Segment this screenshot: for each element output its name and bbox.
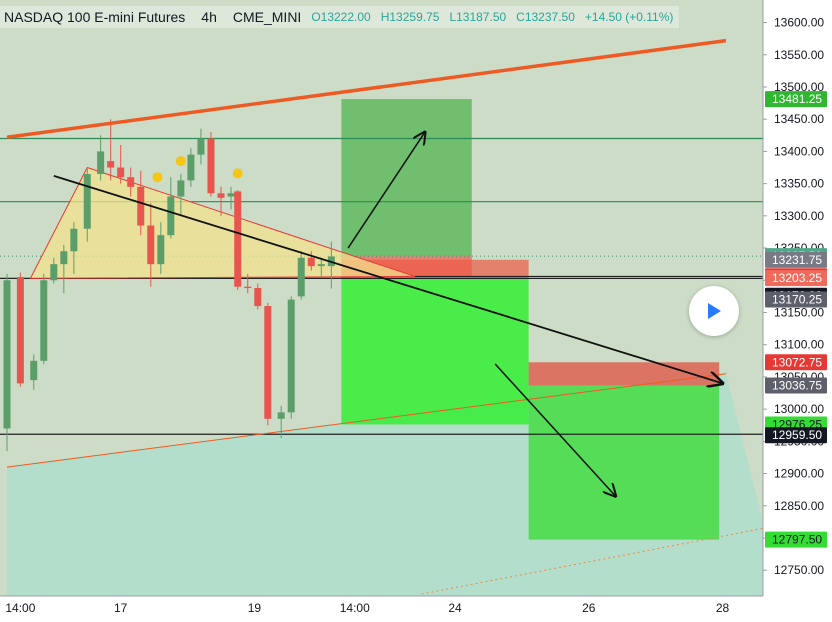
candle-body[interactable] — [297, 257, 305, 297]
y-tick-label: 13400.00 — [774, 144, 824, 158]
y-tick-label: 13550.00 — [774, 48, 824, 62]
price-tag[interactable] — [765, 354, 827, 371]
price-tag-label: 13170.25 — [772, 292, 822, 306]
price-tag-label: 13203.25 — [772, 271, 822, 285]
y-tick-label: 13600.00 — [774, 16, 824, 30]
candle-body[interactable] — [16, 277, 24, 384]
candle-body[interactable] — [107, 161, 115, 168]
ohlc-open: O13222.00 — [311, 10, 371, 24]
candle-body[interactable] — [287, 299, 295, 413]
x-tick-label: 24 — [448, 601, 462, 615]
y-tick-label: 13500.00 — [774, 80, 824, 94]
projection-arrow[interactable] — [347, 132, 425, 249]
candle-body[interactable] — [117, 167, 125, 178]
candle-body[interactable] — [60, 251, 68, 265]
candle-body[interactable] — [317, 264, 325, 267]
position-zone[interactable] — [341, 278, 529, 425]
candle-body[interactable] — [277, 412, 285, 419]
y-tick-label: 13450.00 — [774, 112, 824, 126]
x-tick-label: 28 — [716, 601, 730, 615]
timeframe-label[interactable]: 4h — [201, 9, 217, 25]
play-icon — [708, 303, 721, 319]
signal-dot — [152, 172, 163, 183]
candle-body[interactable] — [83, 173, 91, 229]
candle-body[interactable] — [40, 280, 48, 361]
play-button[interactable] — [689, 286, 739, 336]
trend-line[interactable] — [6, 38, 727, 139]
candle-body[interactable] — [177, 180, 185, 197]
signal-dot — [175, 156, 186, 167]
y-tick-label: 13300.00 — [774, 209, 824, 223]
price-tag-label: 12959.50 — [772, 428, 822, 442]
candle-body[interactable] — [50, 264, 58, 281]
candle-body[interactable] — [264, 306, 272, 419]
price-tag[interactable] — [765, 531, 827, 548]
candle-body[interactable] — [187, 154, 195, 181]
candle-body[interactable] — [207, 138, 215, 194]
candle-body[interactable] — [254, 288, 262, 307]
candle-body[interactable] — [127, 177, 135, 187]
price-tag-label: 13036.75 — [772, 378, 822, 392]
y-tick-label: 12850.00 — [774, 499, 824, 513]
time-axis-background — [0, 596, 832, 622]
candle-body[interactable] — [70, 228, 78, 252]
candle-body[interactable] — [234, 191, 242, 287]
x-tick-label: 14:00 — [340, 601, 370, 615]
x-tick-label: 14:00 — [5, 601, 35, 615]
ohlc-change: +14.50 (+0.11%) — [584, 10, 674, 24]
position-zone[interactable] — [528, 385, 720, 540]
price-tag[interactable] — [765, 377, 827, 394]
candle-body[interactable] — [147, 225, 155, 265]
x-tick-label: 26 — [582, 601, 596, 615]
projection-arrow[interactable] — [494, 363, 615, 496]
price-tag-label: 13072.75 — [772, 355, 822, 369]
symbol-name[interactable]: NASDAQ 100 E-mini Futures — [4, 9, 186, 25]
candle-body[interactable] — [244, 286, 252, 289]
price-tag-label: 13481.25 — [772, 92, 822, 106]
price-tag[interactable] — [765, 291, 827, 308]
y-tick-label: 13350.00 — [774, 177, 824, 191]
ohlc-close: C13237.50 — [516, 10, 575, 24]
candle-body[interactable] — [217, 193, 225, 198]
exchange-label: CME_MINI — [232, 9, 302, 25]
chart-legend-header: NASDAQ 100 E-mini Futures 4h CME_MINI O1… — [0, 6, 680, 28]
trend-line[interactable] — [6, 373, 726, 468]
candle-body[interactable] — [157, 235, 165, 265]
candle-body[interactable] — [137, 186, 145, 226]
candle-body[interactable] — [197, 138, 205, 155]
candle-body[interactable] — [97, 151, 105, 174]
price-tag[interactable] — [765, 251, 827, 268]
price-tag[interactable] — [765, 91, 827, 108]
signal-dot — [232, 168, 243, 179]
ohlc-low: L13187.50 — [449, 10, 507, 24]
position-zone[interactable] — [341, 99, 472, 257]
y-tick-label: 13100.00 — [774, 338, 824, 352]
price-tag[interactable] — [765, 270, 827, 287]
price-tag-label: 12797.50 — [772, 533, 822, 547]
trend-line[interactable] — [53, 175, 723, 383]
triangle-pattern[interactable] — [29, 166, 416, 279]
y-tick-label: 12900.00 — [774, 467, 824, 481]
y-tick-label: 13150.00 — [774, 305, 824, 319]
price-tag[interactable] — [765, 427, 827, 444]
ohlc-high: H13259.75 — [380, 10, 440, 24]
x-tick-label: 19 — [248, 601, 262, 615]
x-tick-label: 17 — [114, 601, 128, 615]
candle-body[interactable] — [227, 193, 235, 197]
y-tick-label: 13000.00 — [774, 402, 824, 416]
candle-body[interactable] — [30, 360, 38, 381]
candle-body[interactable] — [307, 257, 315, 267]
y-tick-label: 12750.00 — [774, 563, 824, 577]
candle-body[interactable] — [3, 280, 11, 429]
candle-body[interactable] — [167, 196, 175, 236]
price-tag-label: 13231.75 — [772, 253, 822, 267]
